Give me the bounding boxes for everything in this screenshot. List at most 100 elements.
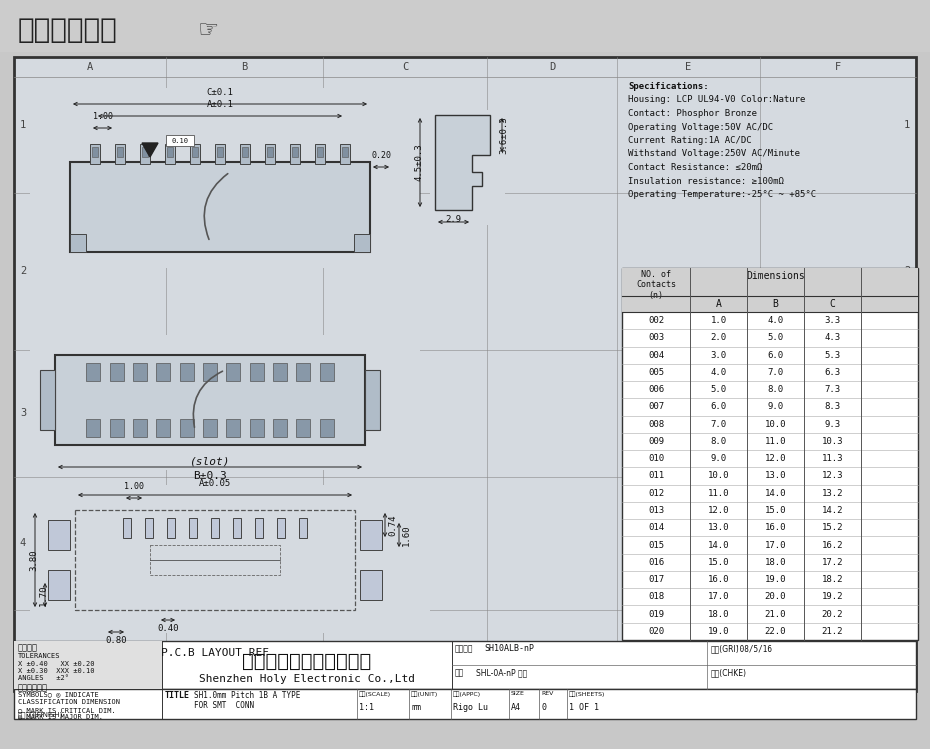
Text: Rigo Lu: Rigo Lu [453, 703, 488, 712]
Text: A: A [86, 676, 93, 686]
Bar [203, 419, 217, 437]
Text: B: B [773, 299, 778, 309]
Bar [297, 419, 311, 437]
Bar [273, 363, 287, 381]
Text: 一般公差: 一般公差 [18, 643, 38, 652]
Text: 5.0: 5.0 [767, 333, 784, 342]
Text: 12.3: 12.3 [822, 472, 844, 481]
Text: 10.3: 10.3 [822, 437, 844, 446]
Text: CLASSIFICATION DIMENSION: CLASSIFICATION DIMENSION [18, 699, 120, 705]
Bar [145, 518, 153, 538]
Bar [290, 144, 300, 164]
Text: 3.6±0.3: 3.6±0.3 [499, 116, 508, 154]
Text: F: F [835, 62, 841, 72]
Bar [267, 147, 273, 157]
Text: 0.40: 0.40 [157, 624, 179, 633]
Text: 1.00: 1.00 [124, 482, 144, 491]
Bar [133, 363, 147, 381]
Text: 4.3: 4.3 [824, 333, 841, 342]
Text: E: E [685, 62, 692, 72]
Text: 5: 5 [20, 646, 26, 655]
Text: 棂验(APPC): 棂验(APPC) [453, 691, 481, 697]
Text: C: C [402, 676, 408, 686]
Bar [90, 144, 100, 164]
Text: 003: 003 [648, 333, 664, 342]
Bar [75, 510, 355, 610]
Text: 在线图纸下载: 在线图纸下载 [18, 16, 118, 44]
Bar [211, 518, 219, 538]
Text: X ±0.30  XXX ±0.10: X ±0.30 XXX ±0.10 [18, 668, 95, 674]
Bar [273, 419, 287, 437]
Bar [365, 370, 380, 430]
Bar [215, 144, 225, 164]
Text: 015: 015 [648, 541, 664, 550]
Text: P.C.B LAYOUT REF: P.C.B LAYOUT REF [161, 648, 269, 658]
Bar [156, 419, 170, 437]
Text: 20.2: 20.2 [822, 610, 844, 619]
Text: 21.0: 21.0 [764, 610, 786, 619]
Bar [297, 363, 311, 381]
Text: 20.0: 20.0 [764, 592, 786, 601]
Bar [265, 144, 275, 164]
Text: 9.3: 9.3 [824, 419, 841, 428]
Text: 016: 016 [648, 558, 664, 567]
Text: 2.0: 2.0 [711, 333, 726, 342]
Bar [240, 144, 250, 164]
Text: 16.2: 16.2 [822, 541, 844, 550]
Text: Specifications:: Specifications: [628, 82, 709, 91]
Text: Housing: LCP UL94-V0 Color:Nature: Housing: LCP UL94-V0 Color:Nature [628, 96, 805, 105]
Text: 19.0: 19.0 [764, 575, 786, 584]
Text: D: D [549, 62, 555, 72]
Text: ANGLES   ±2°: ANGLES ±2° [18, 675, 69, 681]
Text: 2: 2 [20, 267, 26, 276]
Text: 8.3: 8.3 [824, 402, 841, 411]
Text: 16.0: 16.0 [764, 524, 786, 533]
Text: 10.0: 10.0 [764, 419, 786, 428]
Text: 012: 012 [648, 489, 664, 498]
Bar [86, 363, 100, 381]
Bar [190, 144, 200, 164]
Text: 8.0: 8.0 [767, 385, 784, 394]
Text: 5.0: 5.0 [711, 385, 726, 394]
Text: 010: 010 [648, 454, 664, 463]
Bar [179, 363, 193, 381]
Text: (slot): (slot) [190, 457, 231, 467]
Text: 比例(SCALE): 比例(SCALE) [359, 691, 392, 697]
Text: Dimensions: Dimensions [746, 271, 804, 281]
Text: 14.2: 14.2 [822, 506, 844, 515]
Text: 材料(CHKE): 材料(CHKE) [711, 668, 746, 677]
Bar [430, 110, 505, 225]
Text: '08/5/16: '08/5/16 [736, 644, 772, 653]
Text: 3.3: 3.3 [824, 316, 841, 325]
Text: 006: 006 [648, 385, 664, 394]
Text: C: C [830, 299, 835, 309]
Text: 018: 018 [648, 592, 664, 601]
Text: 表面处理(FINISH): 表面处理(FINISH) [18, 711, 63, 718]
Text: 14.0: 14.0 [764, 489, 786, 498]
Text: 17.0: 17.0 [764, 541, 786, 550]
Text: 7.3: 7.3 [824, 385, 841, 394]
Bar [340, 144, 350, 164]
Text: 5: 5 [904, 646, 910, 655]
Text: 6.0: 6.0 [711, 402, 726, 411]
Bar [317, 147, 323, 157]
Bar [48, 570, 70, 600]
Bar [165, 144, 175, 164]
Text: 11.0: 11.0 [764, 437, 786, 446]
Text: 17.2: 17.2 [822, 558, 844, 567]
Text: 棂验尺屏标示: 棂验尺屏标示 [18, 683, 48, 692]
Text: A: A [86, 62, 93, 72]
Text: 3: 3 [20, 408, 26, 419]
Text: 002: 002 [648, 316, 664, 325]
Text: 4.5±0.3: 4.5±0.3 [414, 144, 423, 181]
Text: SYMBOLS○ ◎ INDICATE: SYMBOLS○ ◎ INDICATE [18, 691, 99, 697]
Bar [30, 485, 430, 633]
Text: A±0.05: A±0.05 [199, 479, 232, 488]
Text: 1.60: 1.60 [402, 524, 411, 546]
Text: Contact: Phosphor Bronze: Contact: Phosphor Bronze [628, 109, 757, 118]
Text: 011: 011 [648, 472, 664, 481]
Bar [70, 234, 86, 252]
Text: B: B [242, 676, 247, 686]
Text: C: C [402, 62, 408, 72]
Bar [110, 419, 124, 437]
